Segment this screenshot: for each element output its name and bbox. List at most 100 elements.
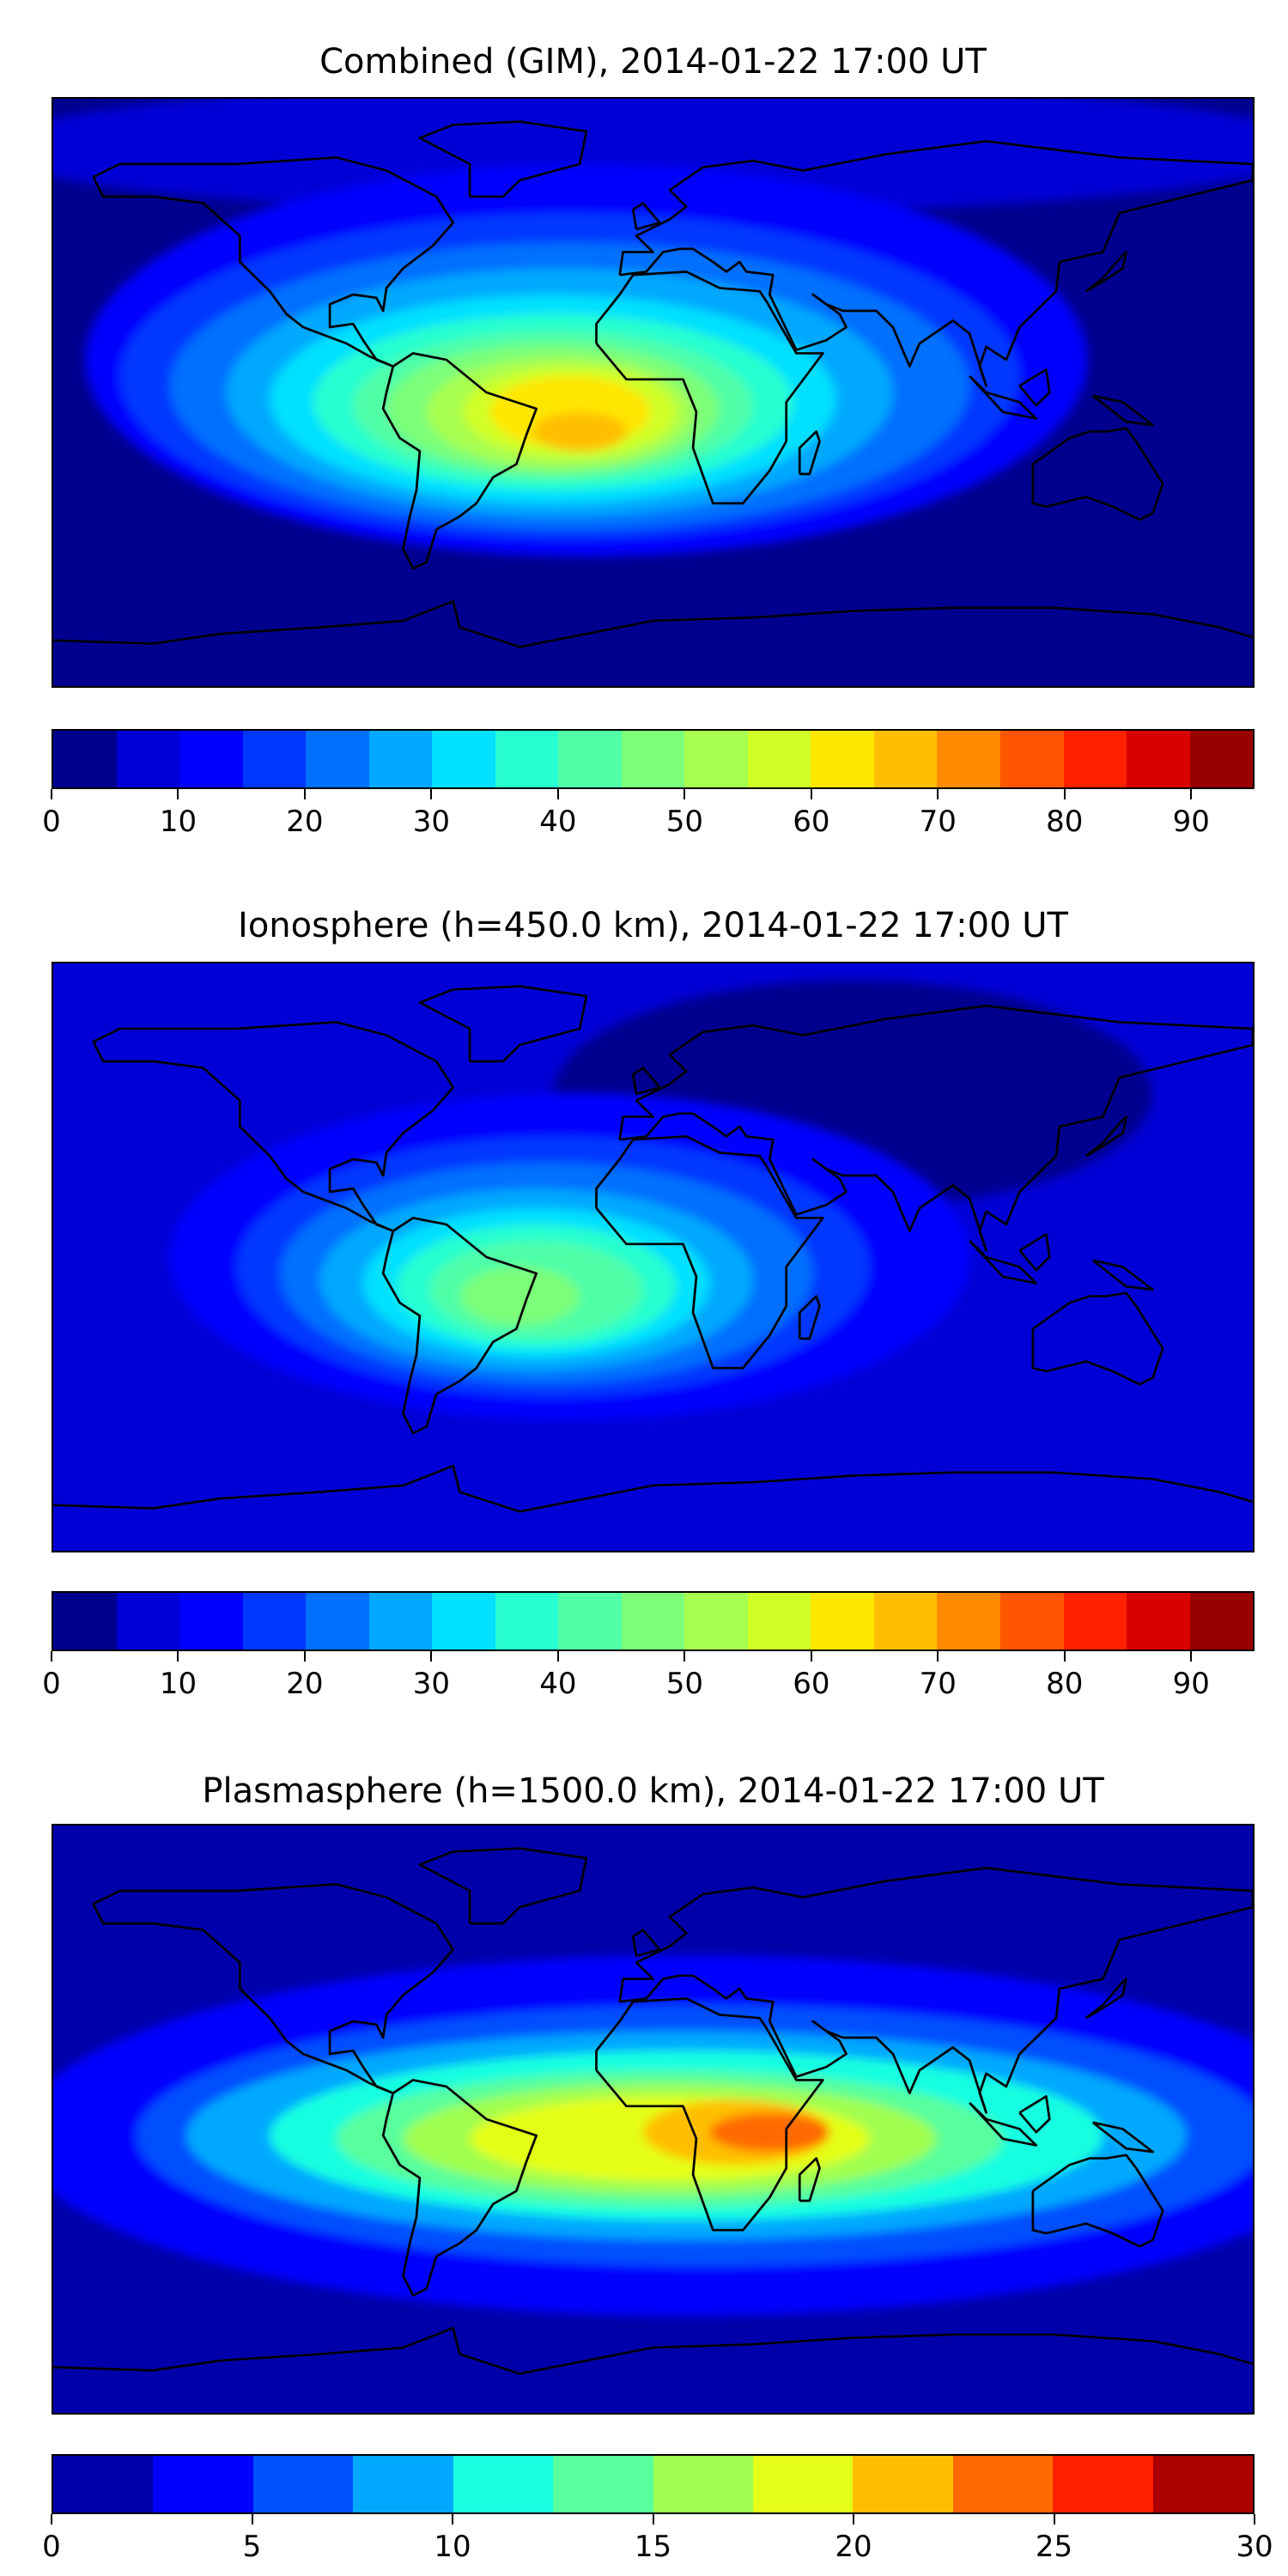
colorbar-tick xyxy=(1063,789,1066,799)
colorbar-tick-label: 70 xyxy=(919,1667,957,1701)
colorbar-segment xyxy=(368,731,433,787)
title-plasmasphere: Plasmasphere (h=1500.0 km), 2014-01-22 1… xyxy=(202,1771,1104,1811)
colorbar-segment xyxy=(621,1593,685,1649)
coastline xyxy=(595,270,824,505)
contour-band xyxy=(53,99,1253,213)
colorbar-segment xyxy=(179,731,243,787)
colorbar-segment xyxy=(53,2456,154,2512)
coastline xyxy=(53,2326,1253,2375)
colorbar-segment xyxy=(684,1593,748,1649)
coastline xyxy=(1018,1233,1051,1272)
colorbar-tick xyxy=(430,789,433,799)
colorbar-segment xyxy=(752,2456,854,2512)
colorbar-segment xyxy=(495,731,559,787)
colorbar-tick xyxy=(853,2514,854,2524)
colorbar-segment xyxy=(116,1593,180,1649)
colorbar-segment xyxy=(1189,731,1254,787)
colorbar-segment xyxy=(1053,2456,1153,2512)
colorbar-tick-label: 90 xyxy=(1172,805,1210,839)
colorbar-segment xyxy=(1127,1593,1190,1649)
colorbar-segment xyxy=(1189,1593,1254,1649)
colorbar-ticks-plasmasphere: 0 5 10 15 20 25 30 xyxy=(42,2514,1273,2574)
colorbar-tick-label: 30 xyxy=(412,1667,451,1701)
colorbar-segment xyxy=(853,2456,953,2512)
colorbar-tick xyxy=(430,1651,433,1662)
coastline xyxy=(969,2102,1038,2147)
coastline xyxy=(1085,1115,1127,1157)
colorbar-tick xyxy=(556,789,559,799)
colorbar-tick xyxy=(51,2514,52,2524)
coastline xyxy=(969,375,1038,420)
colorbar-tick-label: 60 xyxy=(793,1667,830,1701)
contour-band xyxy=(532,411,627,452)
colorbar-tick-label: 70 xyxy=(919,805,957,839)
colorbar-segment xyxy=(306,731,369,787)
coastline xyxy=(618,1005,1253,1252)
colorbar-tick-label: 60 xyxy=(793,805,830,839)
coastline xyxy=(1085,251,1127,293)
colorbar-segment xyxy=(252,2456,354,2512)
colorbar-tick xyxy=(1254,2514,1255,2524)
colorbar-tick-label: 10 xyxy=(159,805,197,839)
colorbar-segment xyxy=(873,731,938,787)
colorbar-tick-label: 10 xyxy=(434,2530,471,2564)
coastline xyxy=(1031,2154,1164,2248)
colorbar-segment xyxy=(747,731,811,787)
colorbar-tick-label: 0 xyxy=(42,2530,61,2564)
map-ionosphere xyxy=(52,962,1255,1552)
colorbar-tick xyxy=(652,2514,654,2524)
colorbar-segment xyxy=(553,2456,653,2512)
colorbar-segment xyxy=(684,731,748,787)
colorbar-tick-label: 0 xyxy=(42,805,61,839)
colorbar-segment xyxy=(873,1593,938,1649)
coastline xyxy=(1091,394,1154,427)
colorbar-segment xyxy=(116,731,180,787)
colorbar-ticks-ionosphere: 0 10 20 30 40 50 60 70 80 90 xyxy=(42,1651,1255,1711)
colorbar-tick-label: 0 xyxy=(42,1667,61,1701)
colorbar-segment xyxy=(495,1593,559,1649)
colorbar-segment xyxy=(999,1593,1064,1649)
colorbar-tick-label: 80 xyxy=(1046,805,1084,839)
coastline xyxy=(1018,2095,1051,2134)
coastline xyxy=(969,1240,1038,1285)
colorbar-tick-label: 25 xyxy=(1035,2530,1073,2564)
colorbar-tick-label: 5 xyxy=(242,2530,262,2564)
colorbar-tick xyxy=(1190,1651,1193,1662)
colorbar-segment xyxy=(937,1593,1000,1649)
colorbar-tick xyxy=(303,789,306,799)
colorbar-segment xyxy=(53,731,117,787)
colorbar-tick-label: 20 xyxy=(286,805,324,839)
colorbar-tick xyxy=(1190,789,1193,799)
colorbar-segment xyxy=(368,1593,433,1649)
colorbar-tick xyxy=(452,2514,453,2524)
colorbar-tick xyxy=(556,1651,559,1662)
colorbar-segment xyxy=(747,1593,811,1649)
title-ionosphere: Ionosphere (h=450.0 km), 2014-01-22 17:0… xyxy=(238,906,1068,945)
colorbar-ticks-combined: 0 10 20 30 40 50 60 70 80 90 xyxy=(42,789,1255,849)
coastline xyxy=(631,1066,661,1096)
coastline xyxy=(418,985,588,1063)
coastline xyxy=(631,202,661,231)
coastline xyxy=(618,140,1253,387)
colorbar-segment xyxy=(453,2456,554,2512)
coastline xyxy=(1031,427,1164,521)
colorbar-tick-label: 40 xyxy=(539,1667,577,1701)
colorbar-segment xyxy=(153,2456,253,2512)
colorbar-tick-label: 40 xyxy=(539,805,577,839)
colorbar-tick-label: 30 xyxy=(412,805,451,839)
coastline xyxy=(381,1217,538,1435)
colorbar-tick-label: 10 xyxy=(159,1667,197,1701)
contour-band xyxy=(459,1267,580,1326)
colorbar-tick-label: 20 xyxy=(286,1667,324,1701)
colorbar-segment xyxy=(811,731,874,787)
colorbar-tick xyxy=(177,1651,179,1662)
coastline xyxy=(418,120,588,198)
colorbar-tick xyxy=(937,1651,939,1662)
colorbar-segment xyxy=(306,1593,369,1649)
colorbar-tick xyxy=(810,1651,812,1662)
colorbar-segment xyxy=(353,2456,453,2512)
colorbar-segment xyxy=(1063,1593,1127,1649)
colorbar-segment xyxy=(1152,2456,1254,2512)
coastline xyxy=(1091,2121,1154,2154)
colorbar-segment xyxy=(432,1593,495,1649)
